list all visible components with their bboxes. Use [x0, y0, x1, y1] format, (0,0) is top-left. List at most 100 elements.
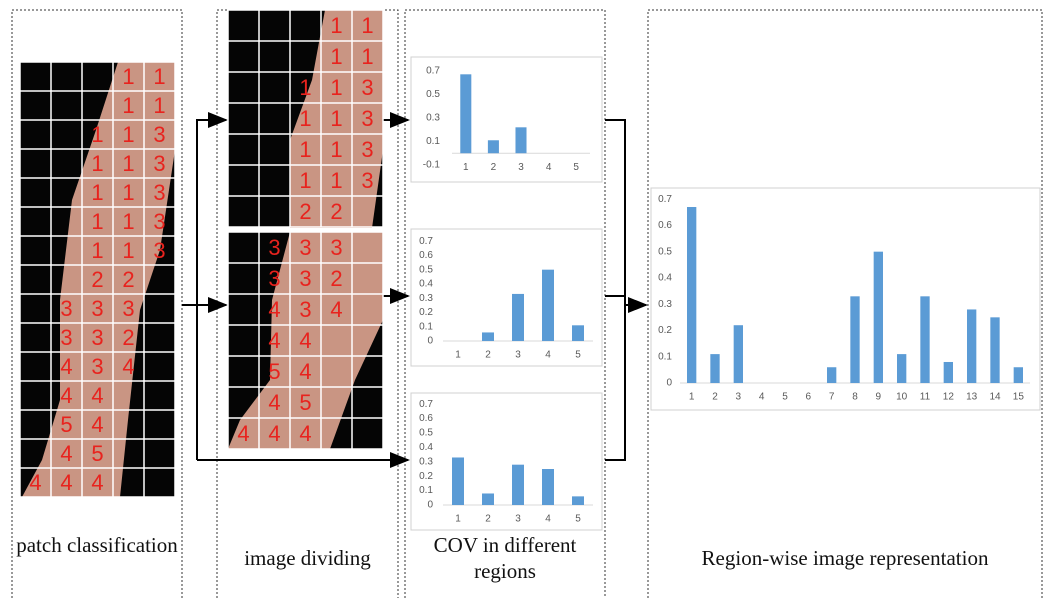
- y-tick-label: 0.3: [419, 456, 433, 467]
- patch-label: 2: [122, 267, 134, 292]
- patch-label: 1: [361, 13, 373, 38]
- patch-label: 4: [237, 421, 249, 446]
- patch-label: 4: [91, 470, 103, 495]
- y-tick-label: 0.1: [419, 321, 433, 332]
- x-tick-label: 5: [782, 392, 788, 403]
- bar: [515, 127, 527, 154]
- patch-label: 3: [153, 122, 165, 147]
- y-tick-label: 0.3: [426, 113, 440, 124]
- patch-label: 1: [122, 151, 134, 176]
- x-tick-label: 5: [575, 350, 581, 361]
- arrows: [182, 112, 648, 468]
- x-tick-label: 1: [455, 514, 461, 525]
- patch-label: 1: [330, 137, 342, 162]
- patch-label: 3: [91, 296, 103, 321]
- patch-label: 4: [60, 354, 72, 379]
- x-tick-label: 2: [485, 514, 491, 525]
- y-tick-label: 0.4: [419, 442, 433, 453]
- patch-label: 1: [361, 44, 373, 69]
- patch-label: 1: [122, 238, 134, 263]
- y-tick-label: 0.4: [658, 273, 672, 284]
- y-tick-label: 0.6: [419, 250, 433, 261]
- patch-label: 3: [60, 325, 72, 350]
- x-tick-label: 5: [575, 514, 581, 525]
- patch-label: 1: [122, 122, 134, 147]
- bar: [460, 74, 472, 154]
- patch-label: 3: [153, 151, 165, 176]
- x-tick-label: 2: [485, 350, 491, 361]
- patch-label: 4: [268, 297, 280, 322]
- patch-label: 1: [299, 168, 311, 193]
- patch-label: 1: [330, 168, 342, 193]
- caption: Region-wise image representation: [701, 546, 989, 570]
- patch-label: 3: [122, 296, 134, 321]
- patch-label: 3: [91, 354, 103, 379]
- leg: [228, 232, 383, 449]
- x-tick-label: 4: [546, 162, 552, 173]
- bar: [920, 296, 930, 383]
- patch-label: 1: [91, 122, 103, 147]
- y-tick-label: -0.1: [423, 160, 441, 171]
- patch-label: 1: [122, 64, 134, 89]
- bar: [572, 496, 584, 505]
- x-tick-label: 4: [759, 392, 765, 403]
- patch-label: 5: [91, 441, 103, 466]
- x-tick-label: 3: [515, 514, 521, 525]
- patch-label: 4: [91, 412, 103, 437]
- caption: COV in different regions: [433, 533, 577, 583]
- patch-label: 3: [91, 325, 103, 350]
- caption: patch classification: [16, 533, 178, 557]
- patch-label: 5: [268, 359, 280, 384]
- patch-label: 1: [153, 93, 165, 118]
- patch-label: 3: [153, 180, 165, 205]
- x-tick-label: 12: [943, 392, 955, 403]
- x-tick-label: 9: [876, 392, 882, 403]
- bar: [542, 469, 554, 505]
- bar: [482, 493, 494, 505]
- y-tick-label: 0.4: [419, 279, 433, 290]
- y-tick-label: 0.1: [658, 351, 672, 362]
- patch-label: 2: [91, 267, 103, 292]
- patch-label: 3: [361, 75, 373, 100]
- patch-label: 2: [122, 325, 134, 350]
- x-tick-label: 4: [545, 514, 551, 525]
- bar: [827, 367, 837, 383]
- leg: [22, 62, 175, 497]
- x-tick-label: 3: [518, 162, 524, 173]
- y-tick-label: 0: [666, 378, 672, 389]
- patch-label: 4: [268, 390, 280, 415]
- patch-label: 3: [361, 168, 373, 193]
- y-tick-label: 0.3: [419, 293, 433, 304]
- patch-label: 4: [60, 383, 72, 408]
- patch-label: 3: [268, 266, 280, 291]
- x-tick-label: 14: [989, 392, 1001, 403]
- y-tick-label: 0.2: [419, 471, 433, 482]
- y-tick-label: 0.6: [658, 220, 672, 231]
- y-tick-label: 0.7: [419, 236, 433, 247]
- patch-label: 1: [299, 75, 311, 100]
- y-tick-label: 0.5: [426, 89, 440, 100]
- patch-label: 1: [122, 180, 134, 205]
- patch-label: 2: [330, 199, 342, 224]
- patch-label: 1: [299, 137, 311, 162]
- x-tick-label: 4: [545, 350, 551, 361]
- patch-label: 4: [299, 359, 311, 384]
- bar: [482, 332, 494, 341]
- y-tick-label: 0.7: [419, 399, 433, 410]
- x-tick-label: 8: [852, 392, 858, 403]
- bar: [990, 317, 1000, 383]
- leg: [290, 10, 383, 228]
- bar: [487, 140, 499, 154]
- x-tick-label: 11: [920, 392, 931, 403]
- patch-label: 4: [91, 383, 103, 408]
- x-tick-label: 2: [712, 392, 718, 403]
- patch-label: 4: [122, 354, 134, 379]
- patch-label: 2: [299, 199, 311, 224]
- patch-label: 1: [330, 44, 342, 69]
- patch-label: 4: [60, 470, 72, 495]
- patch-label: 4: [29, 470, 41, 495]
- patch-label: 3: [268, 235, 280, 260]
- bar: [512, 464, 524, 505]
- x-tick-label: 1: [455, 350, 461, 361]
- patch-label: 1: [330, 13, 342, 38]
